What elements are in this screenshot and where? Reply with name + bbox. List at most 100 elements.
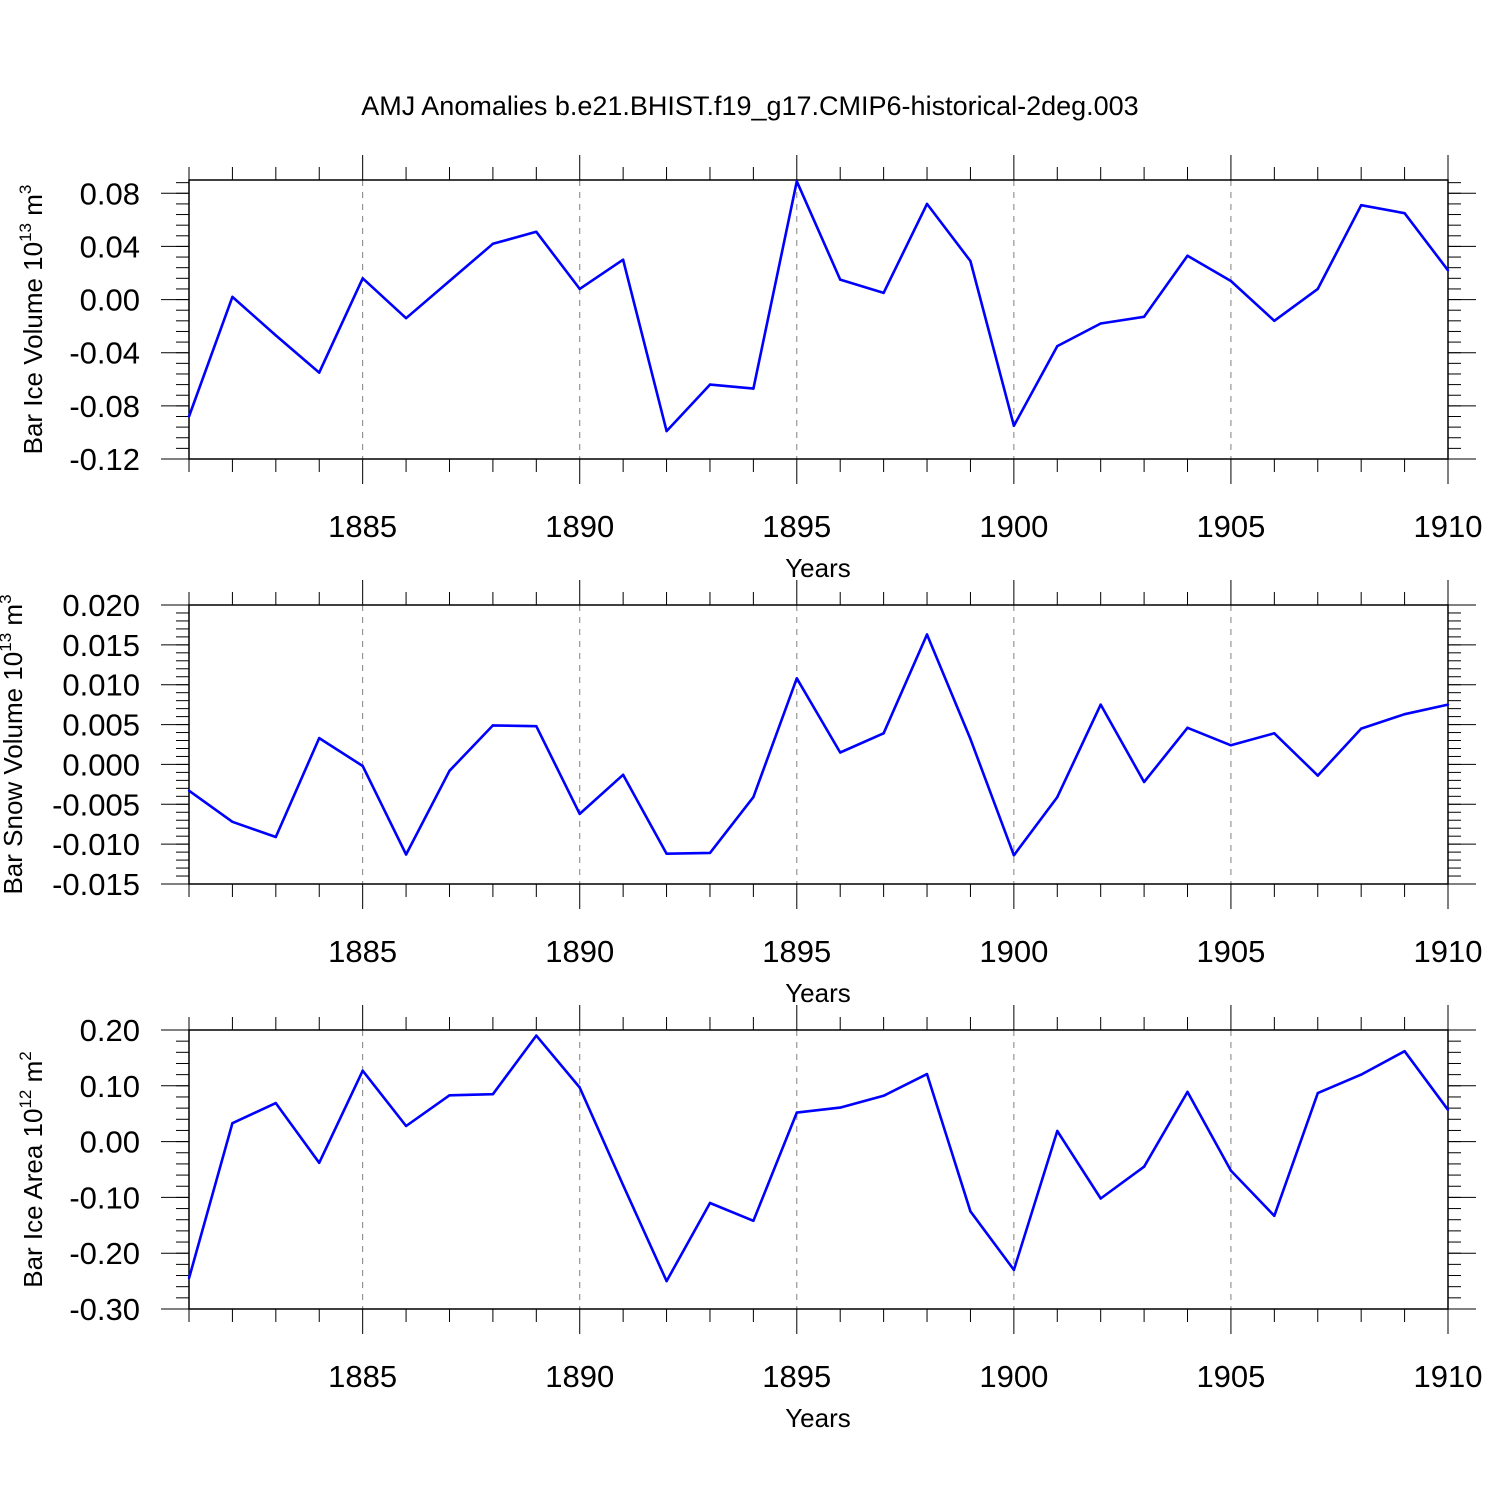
x-tick-label: 1885 <box>328 934 397 969</box>
ice-volume-data-point <box>448 279 451 283</box>
snow-volume-data-point <box>1229 744 1233 747</box>
y-tick-label: -0.10 <box>69 1180 140 1215</box>
x-tick-label: 1895 <box>762 934 831 969</box>
ice-area-data-point <box>1012 1268 1016 1272</box>
x-tick-label: 1885 <box>328 509 397 544</box>
x-tick-label: 1895 <box>762 1359 831 1394</box>
snow-volume-data-point <box>1446 703 1450 706</box>
ice-volume-data-point <box>1142 315 1146 319</box>
ice-volume-series-line <box>187 180 1450 433</box>
ice-volume-data-point <box>274 334 278 337</box>
snow-volume-series-line <box>188 633 1449 857</box>
y-tick-label: 0.08 <box>80 176 140 211</box>
x-tick-label: 1910 <box>1414 1359 1483 1394</box>
snow-volume-data-point <box>578 812 581 816</box>
ice-area-data-point <box>1403 1050 1406 1053</box>
x-tick-label: 1910 <box>1414 934 1483 969</box>
ice-volume-data-point <box>1446 269 1450 272</box>
snow-volume-data-point <box>1403 713 1406 716</box>
ice-volume-data-point <box>1186 254 1189 257</box>
y-axis-label-text: Bar Snow Volume 10 <box>0 652 28 895</box>
x-tick-label: 1905 <box>1196 1359 1265 1394</box>
ice-volume-data-point <box>1056 344 1059 348</box>
y-axis-label-unit-exponent: 2 <box>16 1051 35 1060</box>
ice-area-data-point <box>1446 1108 1450 1111</box>
snow-volume-data-point <box>361 764 364 768</box>
ice-area-data-point <box>969 1210 972 1213</box>
x-tick-label: 1905 <box>1196 934 1265 969</box>
ice-area-data-point <box>1186 1090 1189 1094</box>
y-axis-label-text: Bar Ice Volume 10 <box>18 242 48 454</box>
panels-container: -0.12 -0.08 -0.04 0.00 0.04 0.08 1885 1890 1895 1… <box>0 155 1482 1433</box>
y-axis-label-unit: m <box>18 194 48 223</box>
x-tick-label: 1900 <box>979 1359 1048 1394</box>
ice-area-data-point <box>752 1219 755 1223</box>
ice-area-data-point <box>1273 1214 1276 1218</box>
snow-volume-data-point <box>535 724 538 728</box>
ice-volume-data-point <box>1012 424 1016 427</box>
y-tick-label: 0.20 <box>80 1013 140 1048</box>
x-axis-label: Years <box>785 553 851 583</box>
ice-volume-data-point <box>535 230 538 234</box>
ice-area-data-point <box>1142 1165 1146 1168</box>
ice-volume-data-point <box>231 295 234 299</box>
ice-area-data-point <box>535 1034 538 1037</box>
x-tick-label: 1910 <box>1414 509 1483 544</box>
ice-volume-data-point <box>404 316 408 320</box>
ice-volume-data-point <box>318 371 321 374</box>
ice-area-data-point <box>187 1277 191 1280</box>
snow-volume-data-point <box>404 853 408 856</box>
ice-area-data-point <box>404 1124 408 1128</box>
y-tick-label: 0.04 <box>80 229 140 264</box>
ice-area-data-point <box>1359 1073 1363 1076</box>
ice-volume-data-point <box>187 415 191 418</box>
ice-area-data-point <box>795 1111 798 1114</box>
ice-area-data-point <box>925 1072 929 1076</box>
y-tick-label: -0.04 <box>69 336 140 371</box>
y-axis-label: Bar Ice Area 1012 m2 <box>16 1051 48 1288</box>
snow-volume-data-point <box>1316 774 1319 777</box>
x-tick-label: 1900 <box>979 934 1048 969</box>
x-tick-label: 1890 <box>545 509 614 544</box>
y-tick-label: 0.00 <box>80 1125 140 1160</box>
plot-frame <box>188 179 1449 460</box>
snow-volume-data-point <box>274 835 278 839</box>
ice-area-data-point <box>1229 1169 1233 1172</box>
snow-volume-data-point <box>969 737 972 741</box>
snow-volume-data-point <box>318 736 321 740</box>
snow-volume-data-point <box>1186 726 1189 729</box>
snow-volume-data-point <box>882 732 885 735</box>
ice-area-data-point <box>318 1161 321 1165</box>
y-axis-label-unit: m <box>18 1061 48 1090</box>
y-tick-label: -0.005 <box>52 787 140 822</box>
snow-volume-data-point <box>1056 795 1059 799</box>
y-tick-label: -0.12 <box>69 442 140 477</box>
y-tick-label: -0.30 <box>69 1292 140 1327</box>
x-tick-label: 1885 <box>328 1359 397 1394</box>
ice-area-data-point <box>708 1201 712 1205</box>
ice-volume-data-point <box>795 180 798 183</box>
snow-volume-data-point <box>621 773 625 776</box>
snow-volume-data-point <box>1359 727 1363 730</box>
y-axis-label-unit-exponent: 3 <box>0 594 15 603</box>
y-axis-label-text: Bar Ice Area 10 <box>18 1109 48 1288</box>
y-tick-label: -0.08 <box>69 389 140 424</box>
y-tick-label: 0.000 <box>62 747 140 782</box>
y-tick-label: 0.10 <box>80 1069 140 1104</box>
snow-volume-data-point <box>665 852 668 855</box>
plot-frame <box>188 604 1449 885</box>
ice-volume-data-point <box>1316 287 1319 291</box>
y-axis-label-unit: m <box>0 604 28 633</box>
ice-volume-data-point <box>1403 212 1406 215</box>
snow-volume-data-point <box>1012 854 1016 857</box>
x-tick-label: 1905 <box>1196 509 1265 544</box>
y-tick-label: 0.020 <box>62 588 140 623</box>
x-tick-label: 1900 <box>979 509 1048 544</box>
ice-area-data-point <box>491 1092 495 1096</box>
ice-area-data-point <box>1316 1091 1319 1095</box>
ice-volume-data-point <box>969 259 972 263</box>
x-tick-label: 1890 <box>545 934 614 969</box>
snow-volume-data-point <box>231 820 234 824</box>
ice-volume-data-point <box>708 383 712 386</box>
